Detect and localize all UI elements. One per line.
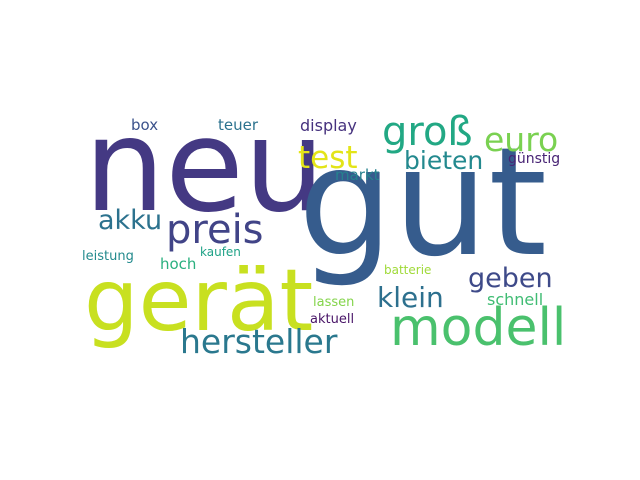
word-klein: klein <box>377 281 444 314</box>
word-hersteller: hersteller <box>180 322 338 361</box>
word-bieten: bieten <box>404 146 484 175</box>
word-markt: markt <box>335 166 380 184</box>
word-leistung: leistung <box>82 249 134 264</box>
word-gross: groß <box>382 109 473 155</box>
word-box: box <box>131 116 159 134</box>
word-lassen: lassen <box>313 295 355 310</box>
word-schnell: schnell <box>487 290 544 309</box>
word-teuer: teuer <box>218 116 259 134</box>
word-display: display <box>300 116 357 135</box>
word-kaufen: kaufen <box>200 245 241 259</box>
word-gut: gut <box>298 116 548 290</box>
word-batterie: batterie <box>384 263 432 277</box>
word-guenstig: günstig <box>508 151 561 167</box>
word-test: test <box>298 140 358 176</box>
word-euro: euro <box>484 120 559 159</box>
word-modell: modell <box>390 298 567 358</box>
word-geraet: gerät <box>84 251 314 351</box>
word-akku: akku <box>98 205 163 236</box>
word-hoch: hoch <box>160 255 197 273</box>
word-neu: neu <box>84 92 325 241</box>
word-geben: geben <box>468 263 553 294</box>
word-preis: preis <box>166 207 264 253</box>
word-aktuell: aktuell <box>310 312 355 327</box>
